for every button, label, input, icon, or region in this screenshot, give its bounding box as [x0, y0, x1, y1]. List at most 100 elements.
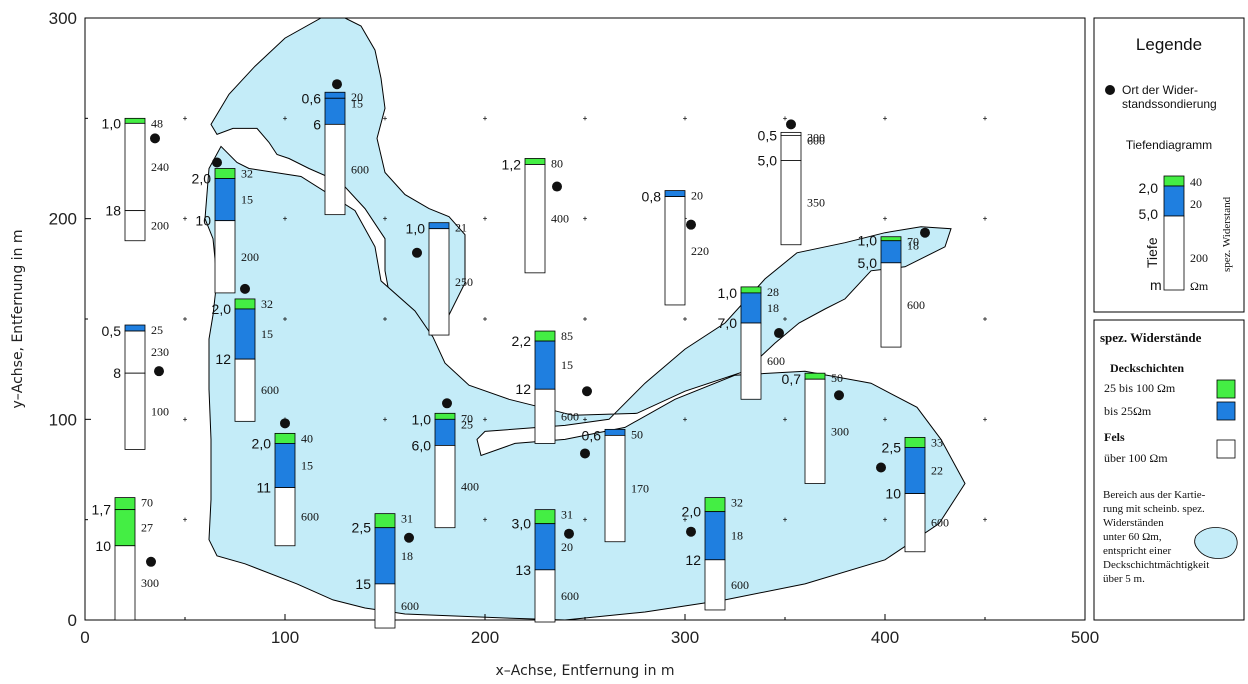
depth-column: 33 22 600 2,5 10 — [882, 435, 949, 553]
layer-depth: 6 — [313, 116, 321, 132]
layer-depth: 10 — [885, 486, 901, 502]
legend-sample-blue — [1163, 185, 1185, 217]
grid-cross — [483, 317, 487, 321]
depth-column: 70 27 300 1,7 10 — [92, 496, 159, 621]
depth-column: 80 400 1,2 — [502, 156, 569, 274]
legend-area-swatch — [1194, 527, 1238, 559]
sounding-point — [920, 227, 930, 238]
legend-area-note-5: entspricht einer — [1103, 545, 1171, 557]
column-layer — [704, 497, 726, 513]
depth-column: 31 18 600 2,5 15 — [352, 512, 419, 629]
layer-resistance: 18 — [767, 301, 779, 315]
grid-cross — [183, 417, 187, 422]
y-tick-label: 0 — [68, 611, 77, 630]
layer-depth: 1,0 — [858, 233, 878, 249]
grid-cross — [183, 216, 187, 221]
legend-green-label: 25 bis 100 Ωm — [1104, 381, 1176, 395]
layer-depth: 1,2 — [502, 156, 522, 172]
grid-cross — [883, 216, 887, 221]
column-layer — [704, 511, 726, 561]
sounding-point — [442, 398, 452, 409]
layer-depth: 0,5 — [102, 323, 122, 339]
grid-cross — [583, 517, 587, 522]
layer-resistance: 300 — [141, 576, 159, 590]
grid-cross — [983, 216, 987, 221]
grid-cross — [983, 517, 987, 522]
x-tick-label: 100 — [271, 628, 299, 647]
layer-resistance: 25 — [151, 323, 163, 337]
layer-resistance: 15 — [261, 327, 273, 341]
column-layer — [274, 432, 296, 444]
layer-resistance: 600 — [401, 599, 419, 613]
grid-cross — [583, 216, 587, 221]
column-layer — [704, 559, 726, 611]
column-layer — [124, 372, 146, 450]
layer-depth: 2,0 — [252, 435, 272, 451]
depth-column: 48 240 200 1,0 18 — [102, 115, 169, 242]
layer-resistance: 31 — [561, 508, 573, 522]
depth-column: 32 15 600 2,0 12 — [212, 297, 279, 422]
layer-resistance: 70 — [461, 411, 473, 425]
depth-column: 50 300 0,7 — [782, 371, 849, 484]
column-layer — [214, 178, 236, 222]
column-layer — [534, 509, 556, 525]
sounding-point — [786, 119, 796, 130]
grid-cross — [883, 517, 887, 522]
column-layer — [234, 358, 256, 422]
layer-depth: 2,5 — [882, 439, 902, 455]
column-layer — [904, 493, 926, 553]
depth-column: 31 20 600 3,0 13 — [512, 508, 579, 623]
layer-resistance: 32 — [731, 496, 743, 510]
column-layer — [434, 445, 456, 529]
y-axis: 0 100 200 300 — [49, 9, 91, 630]
layer-resistance: 32 — [241, 167, 253, 181]
grid-cross — [283, 216, 287, 221]
layer-depth: 0,5 — [758, 127, 778, 143]
x-axis-title: x–Achse, Entfernung in m — [495, 663, 674, 679]
legend-area-note-1: Bereich aus der Kartie- — [1103, 489, 1206, 501]
column-layer — [434, 418, 456, 446]
layer-resistance: 31 — [401, 512, 413, 526]
layer-resistance: 600 — [767, 354, 785, 368]
layer-depth: 10 — [95, 538, 111, 554]
layer-resistance: 50 — [631, 427, 643, 441]
column-layer — [904, 436, 926, 448]
layer-resistance: 220 — [691, 244, 709, 258]
column-layer — [324, 91, 346, 99]
layer-depth: 0,6 — [302, 90, 322, 106]
column-layer — [214, 220, 236, 294]
grid-cross — [983, 116, 987, 121]
x-tick-label: 0 — [80, 628, 89, 647]
column-layer — [880, 236, 902, 242]
layer-depth: 0,6 — [582, 427, 602, 443]
layer-depth: 12 — [215, 351, 231, 367]
layer-resistance: 100 — [151, 404, 169, 418]
legend-sample-white — [1163, 215, 1185, 291]
legend-resist-word: spez. Widerstand — [1221, 196, 1233, 272]
sounding-point — [564, 528, 574, 539]
layer-resistance: 200 — [241, 250, 259, 264]
sounding-point — [154, 366, 164, 377]
sounding-point — [146, 556, 156, 567]
grid-cross — [883, 417, 887, 422]
grid-cross — [583, 317, 587, 321]
column-layer — [740, 292, 762, 324]
grid-cross — [483, 216, 487, 221]
sounding-point — [280, 418, 290, 429]
layer-resistance: 600 — [561, 589, 579, 603]
layer-resistance: 33 — [931, 435, 943, 449]
layer-resistance: 200 — [151, 219, 169, 233]
layer-depth: 12 — [515, 381, 531, 397]
layer-resistance: 27 — [141, 521, 153, 535]
layer-resistance: 15 — [301, 458, 313, 472]
column-layer — [374, 527, 396, 585]
legend-sample-depth-1: 2,0 — [1139, 180, 1159, 196]
layer-resistance: 600 — [807, 133, 825, 147]
x-axis: 0 100 200 300 400 500 — [80, 614, 1099, 647]
sounding-point — [774, 328, 784, 339]
grid-cross — [883, 116, 887, 121]
layer-resistance: 250 — [455, 275, 473, 289]
layer-resistance: 600 — [731, 578, 749, 592]
